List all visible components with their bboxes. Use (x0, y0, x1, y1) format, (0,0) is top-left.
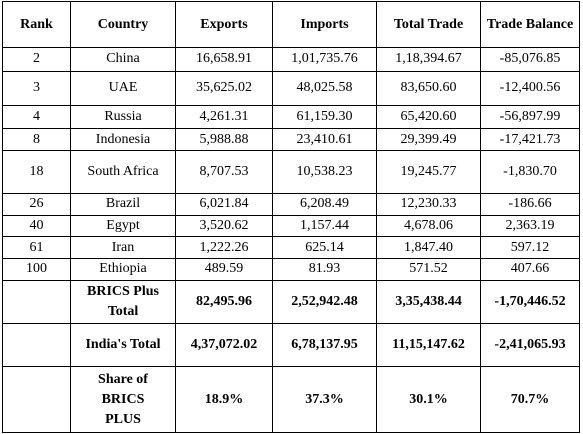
cell-exports: 1,222.26 (175, 236, 273, 259)
table-row: 3 UAE 35,625.02 48,025.58 83,650.60 -12,… (2, 70, 580, 106)
cell-rank: 4 (2, 104, 71, 130)
cell-total-trade: 4,678.06 (376, 214, 481, 238)
cell-trade-balance: -1,830.70 (480, 149, 580, 195)
cell-exports: 18.9% (175, 366, 273, 433)
cell-imports: 23,410.61 (272, 128, 377, 151)
cell-imports: 6,208.49 (272, 193, 377, 216)
cell-total-trade: 65,420.60 (376, 104, 481, 130)
cell-imports: 61,159.30 (272, 104, 377, 130)
cell-country: Indonesia (70, 128, 176, 151)
cell-rank: 18 (2, 149, 71, 195)
cell-country: Ethiopia (70, 257, 176, 281)
cell-exports: 3,520.62 (175, 214, 273, 238)
cell-rank: 61 (2, 236, 71, 259)
cell-country: South Africa (70, 149, 176, 195)
cell-summary-label: BRICS Plus Total (70, 279, 176, 324)
summary-row-brics-plus-total: BRICS Plus Total 82,495.96 2,52,942.48 3… (2, 279, 580, 324)
cell-country: Russia (70, 104, 176, 130)
table-row: 8 Indonesia 5,988.88 23,410.61 29,399.49… (2, 128, 580, 151)
summary-row-share-of-brics-plus: Share of BRICS PLUS 18.9% 37.3% 30.1% 70… (2, 366, 580, 433)
cell-rank (2, 279, 71, 324)
cell-total-trade: 19,245.77 (376, 149, 481, 195)
cell-rank: 40 (2, 214, 71, 238)
cell-imports: 1,157.44 (272, 214, 377, 238)
table-row: 18 South Africa 8,707.53 10,538.23 19,24… (2, 149, 580, 195)
cell-trade-balance: 597.12 (480, 236, 580, 259)
header-rank: Rank (2, 1, 71, 48)
cell-country: China (70, 47, 176, 72)
table-row: 4 Russia 4,261.31 61,159.30 65,420.60 -5… (2, 104, 580, 130)
header-imports: Imports (272, 1, 377, 48)
cell-exports: 4,261.31 (175, 104, 273, 130)
cell-imports: 10,538.23 (272, 149, 377, 195)
cell-trade-balance: 2,363.19 (480, 214, 580, 238)
cell-imports: 81.93 (272, 257, 377, 281)
header-total-trade: Total Trade (376, 1, 481, 48)
cell-summary-label: India's Total (70, 322, 176, 368)
cell-trade-balance: 70.7% (480, 366, 580, 433)
cell-summary-label: Share of BRICS PLUS (70, 366, 176, 433)
cell-total-trade: 571.52 (376, 257, 481, 281)
cell-exports: 16,658.91 (175, 47, 273, 72)
table-row: 2 China 16,658.91 1,01,735.76 1,18,394.6… (2, 47, 580, 72)
cell-total-trade: 83,650.60 (376, 70, 481, 106)
cell-country: Egypt (70, 214, 176, 238)
cell-total-trade: 11,15,147.62 (376, 322, 481, 368)
cell-trade-balance: -186.66 (480, 193, 580, 216)
cell-total-trade: 29,399.49 (376, 128, 481, 151)
cell-total-trade: 3,35,438.44 (376, 279, 481, 324)
cell-rank: 2 (2, 47, 71, 72)
cell-imports: 37.3% (272, 366, 377, 433)
cell-country: Iran (70, 236, 176, 259)
cell-trade-balance: -17,421.73 (480, 128, 580, 151)
cell-total-trade: 1,847.40 (376, 236, 481, 259)
cell-rank (2, 366, 71, 433)
cell-rank: 26 (2, 193, 71, 216)
header-country: Country (70, 1, 176, 48)
cell-imports: 2,52,942.48 (272, 279, 377, 324)
cell-exports: 35,625.02 (175, 70, 273, 106)
cell-rank: 100 (2, 257, 71, 281)
cell-total-trade: 1,18,394.67 (376, 47, 481, 72)
summary-row-india-total: India's Total 4,37,072.02 6,78,137.95 11… (2, 322, 580, 368)
table-row: 61 Iran 1,222.26 625.14 1,847.40 597.12 (2, 236, 580, 259)
cell-country: Brazil (70, 193, 176, 216)
cell-trade-balance: -12,400.56 (480, 70, 580, 106)
header-trade-balance: Trade Balance (480, 1, 580, 48)
cell-total-trade: 30.1% (376, 366, 481, 433)
header-exports: Exports (175, 1, 273, 48)
cell-exports: 82,495.96 (175, 279, 273, 324)
table-row: 100 Ethiopia 489.59 81.93 571.52 407.66 (2, 257, 580, 281)
cell-exports: 489.59 (175, 257, 273, 281)
table-row: 26 Brazil 6,021.84 6,208.49 12,230.33 -1… (2, 193, 580, 216)
cell-exports: 6,021.84 (175, 193, 273, 216)
cell-trade-balance: -56,897.99 (480, 104, 580, 130)
cell-country: UAE (70, 70, 176, 106)
cell-exports: 8,707.53 (175, 149, 273, 195)
cell-rank (2, 322, 71, 368)
cell-trade-balance: 407.66 (480, 257, 580, 281)
cell-trade-balance: -85,076.85 (480, 47, 580, 72)
cell-total-trade: 12,230.33 (376, 193, 481, 216)
cell-exports: 4,37,072.02 (175, 322, 273, 368)
cell-trade-balance: -1,70,446.52 (480, 279, 580, 324)
cell-imports: 6,78,137.95 (272, 322, 377, 368)
cell-trade-balance: -2,41,065.93 (480, 322, 580, 368)
cell-rank: 8 (2, 128, 71, 151)
header-row: Rank Country Exports Imports Total Trade… (2, 1, 580, 48)
cell-imports: 1,01,735.76 (272, 47, 377, 72)
table-row: 40 Egypt 3,520.62 1,157.44 4,678.06 2,36… (2, 214, 580, 238)
cell-rank: 3 (2, 70, 71, 106)
cell-imports: 48,025.58 (272, 70, 377, 106)
cell-exports: 5,988.88 (175, 128, 273, 151)
cell-imports: 625.14 (272, 236, 377, 259)
